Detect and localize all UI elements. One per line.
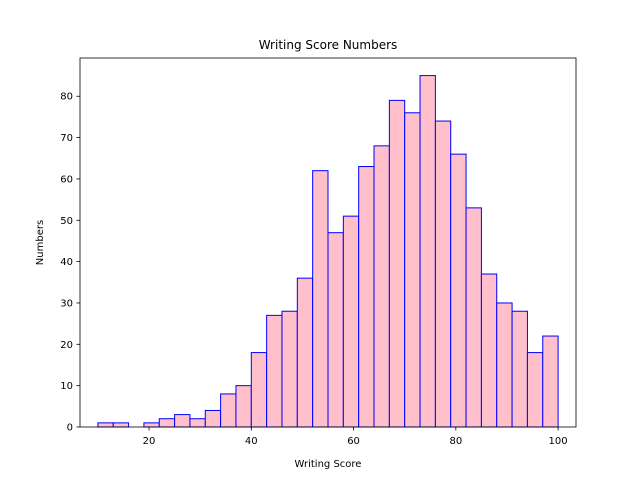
- histogram-bar: [419, 75, 436, 428]
- histogram-bar: [434, 120, 452, 428]
- histogram-bar: [204, 409, 222, 428]
- y-ticks-group: 0 10 20 30 40 50 60 70 80: [60, 92, 80, 434]
- y-tick-label: 40: [60, 257, 73, 268]
- x-tick-label: 100: [549, 436, 568, 447]
- histogram-bar: [250, 352, 268, 428]
- histogram-bar: [450, 153, 467, 428]
- histogram-bar: [281, 310, 298, 428]
- histogram-bar: [312, 170, 329, 428]
- y-tick-label: 20: [60, 340, 73, 351]
- y-tick-label: 80: [60, 92, 73, 103]
- plot-frame: [79, 57, 577, 428]
- histogram-bar: [342, 215, 360, 428]
- chart-title: Writing Score Numbers: [259, 38, 398, 52]
- y-tick-label: 0: [67, 423, 73, 434]
- histogram-bar: [158, 418, 176, 428]
- bars-group: [97, 75, 559, 428]
- y-tick-label: 10: [60, 381, 73, 392]
- histogram-bar: [220, 393, 237, 428]
- histogram-bar: [496, 302, 513, 428]
- histogram-bar: [174, 414, 191, 428]
- x-ticks-group: 20 40 60 80 100: [143, 427, 568, 447]
- histogram-bar: [511, 310, 528, 428]
- x-tick-label: 80: [449, 436, 462, 447]
- histogram-bar: [542, 335, 559, 428]
- histogram-bar: [296, 277, 314, 428]
- x-tick-label: 40: [245, 436, 258, 447]
- y-tick-label: 30: [60, 298, 73, 309]
- histogram-bar: [143, 422, 160, 428]
- x-tick-label: 60: [347, 436, 360, 447]
- y-tick-label: 70: [60, 133, 73, 144]
- histogram-bar: [526, 352, 544, 428]
- histogram-bar: [97, 422, 114, 428]
- histogram-bar: [388, 99, 406, 428]
- histogram-bar: [480, 273, 498, 428]
- histogram-bar: [358, 166, 375, 428]
- histogram-bar: [465, 207, 482, 428]
- histogram-bar: [112, 422, 130, 428]
- histogram-bar: [235, 385, 252, 428]
- histogram-bar: [404, 112, 421, 428]
- histogram-bar: [189, 418, 206, 428]
- histogram-bar: [327, 232, 344, 428]
- histogram-bar: [373, 145, 390, 428]
- y-tick-label: 50: [60, 216, 73, 227]
- y-tick-label: 60: [60, 174, 73, 185]
- y-axis-label: Numbers: [35, 220, 46, 265]
- x-axis-label: Writing Score: [295, 459, 362, 470]
- histogram-bar: [266, 314, 283, 428]
- x-tick-label: 20: [143, 436, 156, 447]
